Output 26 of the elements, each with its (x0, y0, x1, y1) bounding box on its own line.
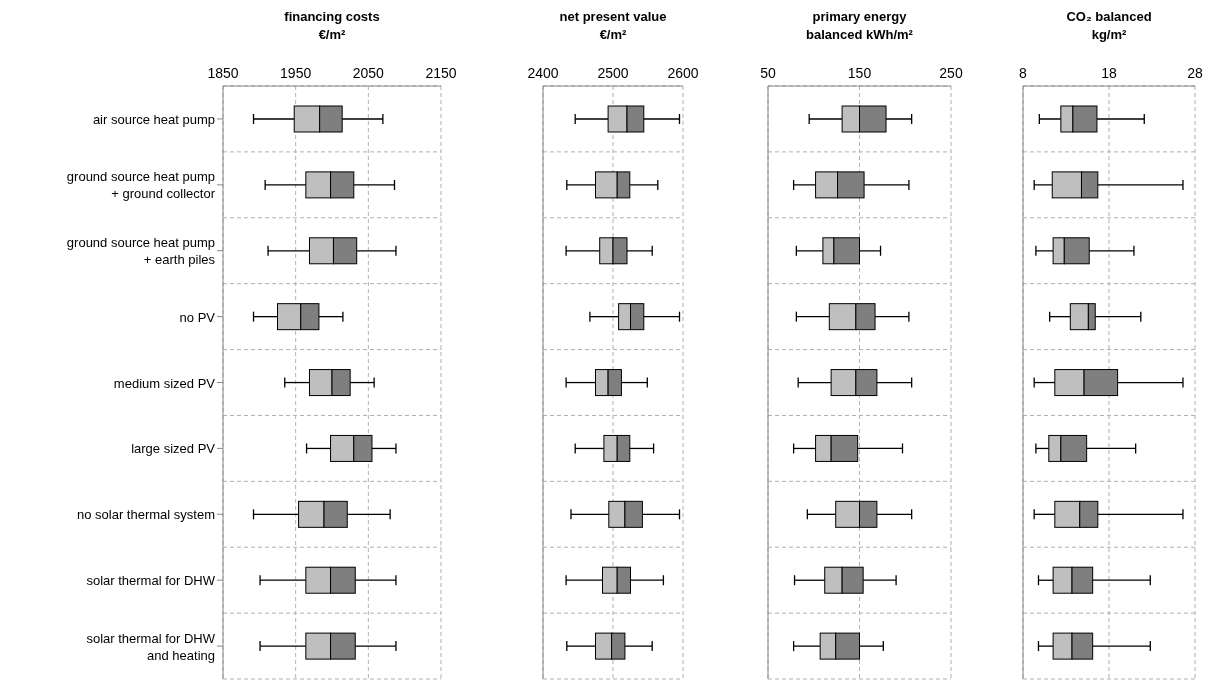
y-tick-label: medium sized PV (113, 375, 216, 390)
x-tick-label: 2050 (352, 65, 385, 81)
chart-title: primary energy balanced kWh/m² (805, 8, 914, 44)
chart-title: financing costs €/m² (283, 8, 381, 44)
y-tick-label: large sized PV (131, 440, 216, 456)
x-tick-label: 2400 (527, 65, 559, 81)
x-tick-label: 1950 (280, 65, 312, 81)
y-tick-label: ground source heat pump + earth piles (66, 234, 216, 267)
x-tick-label: 8 (1019, 65, 1028, 81)
y-tick-label: no solar thermal system (77, 506, 215, 522)
x-tick-label: 50 (760, 65, 776, 81)
x-tick-label: 2500 (597, 65, 629, 81)
y-tick-label: solar thermal for DHW and heating (86, 630, 216, 663)
x-tick-label: 2600 (667, 65, 699, 81)
x-tick-label: 28 (1187, 65, 1203, 81)
x-tick-label: 250 (939, 65, 963, 81)
x-tick-label: 18 (1101, 65, 1117, 81)
y-tick-label: ground source heat pump + ground collector (66, 168, 216, 201)
chart-title: net present value €/m² (558, 8, 668, 44)
y-tick-label: air source heat pump (92, 111, 215, 127)
x-tick-label: 150 (847, 65, 872, 81)
chart-title: CO₂ balanced kg/m² (1065, 8, 1153, 44)
y-tick-label: solar thermal for DHW (86, 572, 216, 588)
y-tick-label: no PV (179, 309, 216, 325)
x-tick-label: 2150 (425, 65, 457, 81)
x-tick-label: 1850 (207, 65, 239, 81)
